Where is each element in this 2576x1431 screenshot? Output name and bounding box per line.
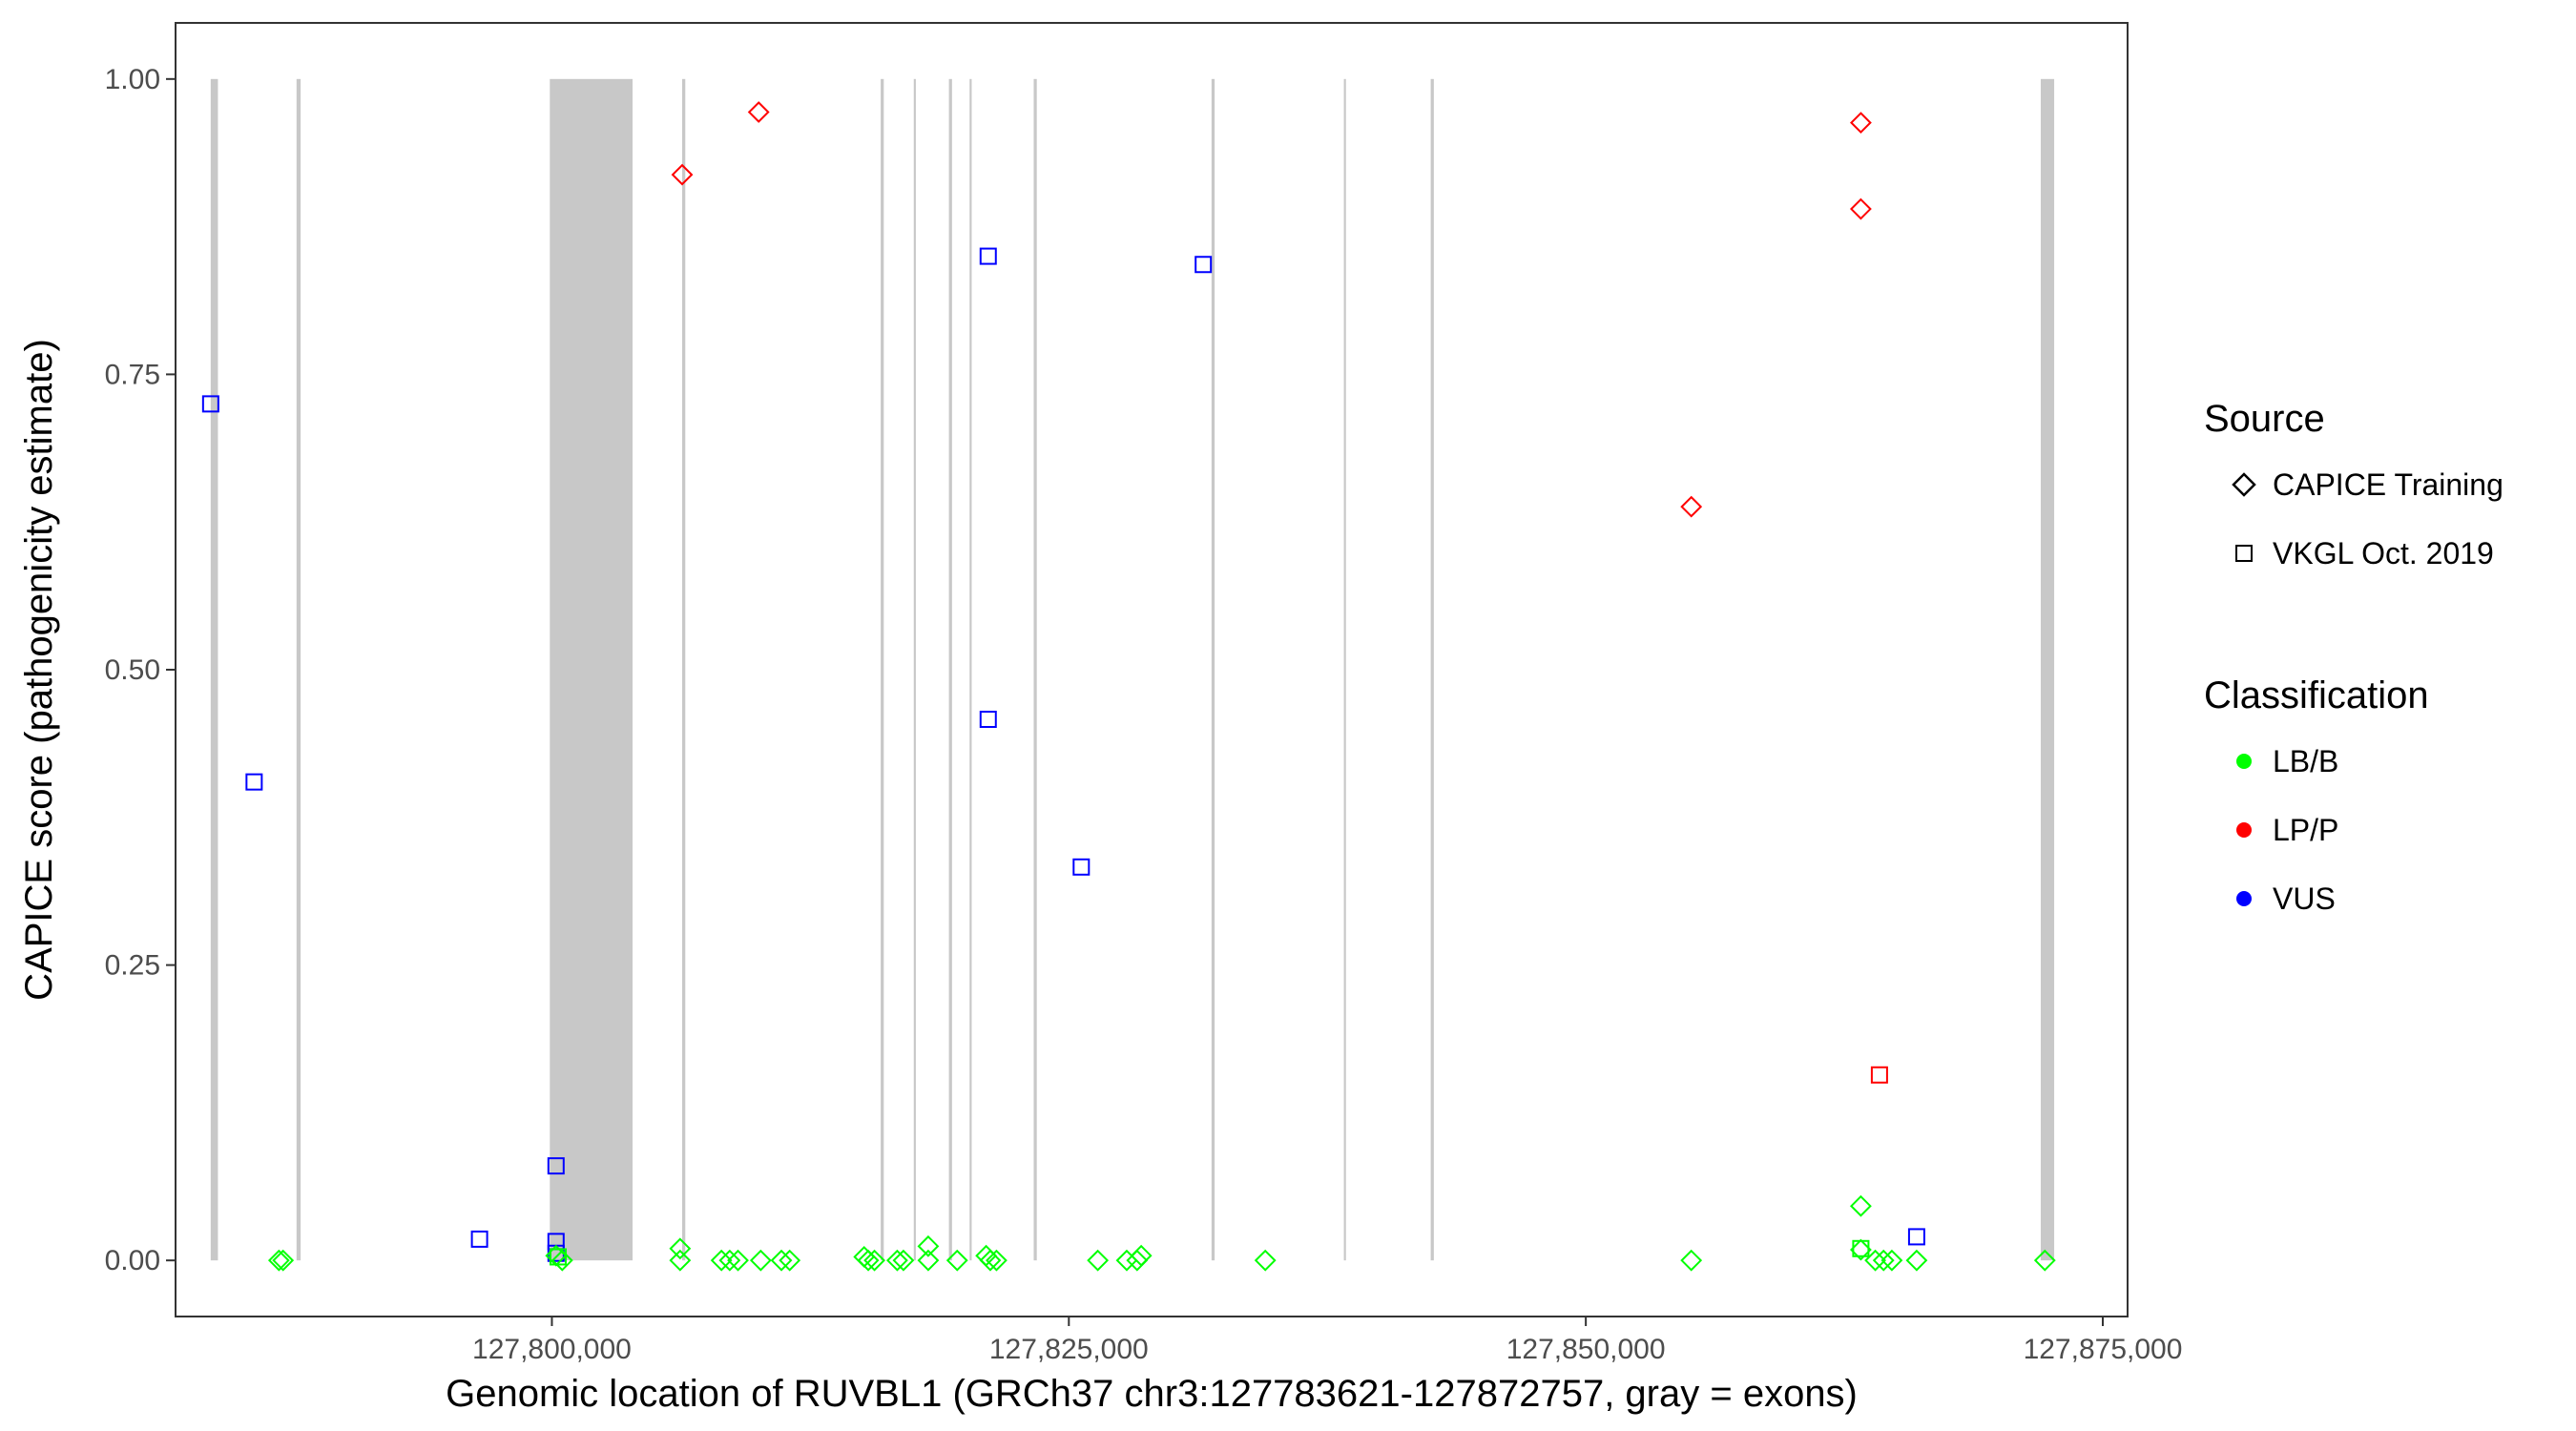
legend: Source CAPICE Training VKGL Oct. 2019 Cla…: [2204, 398, 2503, 916]
data-point-diamond: [945, 1249, 968, 1272]
data-point-diamond: [551, 1249, 573, 1272]
data-point-diamond: [1130, 1244, 1153, 1267]
data-point-diamond: [857, 1249, 880, 1272]
x-tick-label: 127,850,000: [1506, 1334, 1666, 1365]
legend-key-dot: [2236, 891, 2252, 906]
data-point-diamond: [718, 1249, 741, 1272]
data-point-diamond: [1880, 1249, 1903, 1272]
legend-classification-items: LB/B LP/P VUS: [2236, 744, 2338, 916]
exon-band: [2040, 78, 2055, 1261]
data-point-diamond: [885, 1249, 908, 1272]
exon-band: [682, 78, 686, 1261]
data-point-square: [979, 247, 997, 265]
data-point-square: [979, 711, 997, 729]
legend-label-classification: LB/B: [2273, 744, 2338, 778]
x-tick-label: 127,875,000: [2024, 1334, 2183, 1365]
exon-band: [210, 78, 218, 1261]
exon-layer: [210, 78, 2055, 1261]
data-point-diamond: [1849, 1238, 1872, 1261]
legend-label-classification: VUS: [2273, 881, 2336, 916]
legend-key-dot: [2236, 754, 2252, 769]
data-point-square: [1870, 1066, 1888, 1084]
data-point-diamond: [1126, 1249, 1149, 1272]
legend-label-source: VKGL Oct. 2019: [2273, 536, 2494, 570]
data-point-diamond: [863, 1249, 885, 1272]
legend-key-dot: [2236, 822, 2252, 838]
x-tick-label: 127,825,000: [989, 1334, 1149, 1365]
data-point-diamond: [2033, 1249, 2056, 1272]
y-tick-label: 0.00: [105, 1245, 160, 1276]
exon-band: [1430, 78, 1434, 1261]
y-tick-label: 0.50: [105, 654, 160, 686]
exon-band: [1343, 78, 1346, 1261]
y-tick-label: 0.75: [105, 359, 160, 390]
data-point-diamond: [1864, 1249, 1886, 1272]
data-point-diamond: [671, 163, 694, 186]
data-point-diamond: [1680, 1249, 1703, 1272]
data-point-diamond: [779, 1249, 801, 1272]
x-tick-label: 127,800,000: [472, 1334, 632, 1365]
x-axis: 127,800,000 127,825,000 127,850,000 127,875…: [472, 1317, 2182, 1365]
legend-title-classification: Classification: [2204, 674, 2429, 716]
data-point-diamond: [892, 1249, 915, 1272]
legend-label-classification: LP/P: [2273, 813, 2338, 847]
data-point-diamond: [1849, 112, 1872, 135]
data-point-square: [1072, 858, 1091, 876]
y-tick-label: 0.25: [105, 950, 160, 982]
data-point-diamond: [1849, 197, 1872, 220]
y-axis: 0.00 0.25 0.50 0.75 1.00: [105, 64, 176, 1276]
data-point-square: [470, 1230, 488, 1248]
exon-band: [550, 78, 633, 1261]
exon-band: [1033, 78, 1037, 1261]
data-point-diamond: [1905, 1249, 1928, 1272]
y-axis-title: CAPICE score (pathogenicity estimate): [18, 339, 60, 1001]
legend-title-source: Source: [2204, 398, 2325, 440]
data-point-square: [1907, 1228, 1925, 1246]
data-point-diamond: [749, 1249, 772, 1272]
data-point-square: [547, 1157, 565, 1175]
data-point-diamond: [770, 1249, 793, 1272]
data-point-diamond: [1254, 1249, 1277, 1272]
data-point-diamond: [272, 1249, 295, 1272]
data-point-diamond: [917, 1249, 940, 1272]
data-point-diamond: [710, 1249, 733, 1272]
data-point-diamond: [1872, 1249, 1895, 1272]
data-point-square: [245, 773, 263, 791]
exon-band: [969, 78, 972, 1261]
x-axis-title: Genomic location of RUVBL1 (GRCh37 chr3:…: [446, 1373, 1858, 1415]
data-point-diamond: [1087, 1249, 1110, 1272]
data-point-diamond: [669, 1237, 692, 1260]
data-point-diamond: [917, 1234, 940, 1257]
data-point-diamond: [747, 101, 770, 123]
legend-source-items: CAPICE Training VKGL Oct. 2019: [2232, 467, 2503, 570]
data-point-diamond: [545, 1244, 568, 1267]
legend-label-source: CAPICE Training: [2273, 467, 2503, 502]
data-point-square: [1195, 256, 1213, 274]
exon-band: [881, 78, 884, 1261]
data-point-diamond: [267, 1249, 290, 1272]
legend-key-square: [2235, 545, 2253, 562]
legend-key-diamond: [2232, 472, 2256, 497]
exon-band: [913, 78, 916, 1261]
exon-band: [948, 78, 952, 1261]
y-tick-label: 1.00: [105, 64, 160, 95]
data-point-diamond: [1849, 1194, 1872, 1217]
exon-band: [296, 78, 301, 1261]
exon-band: [1211, 78, 1215, 1261]
data-point-diamond: [669, 1249, 692, 1272]
data-point-diamond: [986, 1249, 1008, 1272]
point-layer: [201, 101, 2056, 1272]
data-point-diamond: [979, 1249, 1002, 1272]
data-point-diamond: [727, 1249, 749, 1272]
data-point-square: [201, 395, 219, 413]
data-point-diamond: [1680, 495, 1703, 518]
